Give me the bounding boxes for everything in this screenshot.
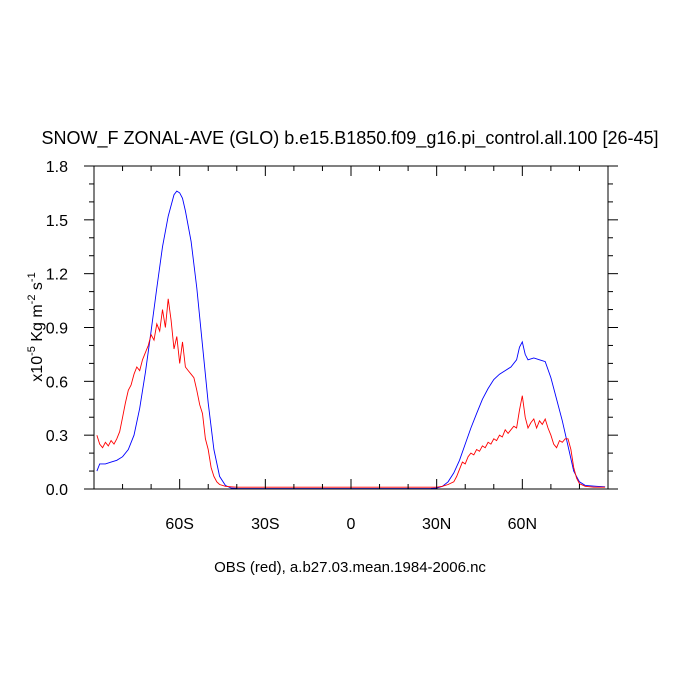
x-tick-label: 0 — [347, 516, 356, 533]
y-tick-label: 1.2 — [46, 267, 68, 284]
y-tick-label: 1.8 — [46, 159, 68, 176]
ticks-layer: 60S 30S 0 30N 60N 0.0 0.3 0.6 0.9 1.2 1.5 1.8 — [46, 159, 618, 533]
series-line-1 — [96, 298, 606, 488]
x-tick-label: 30N — [422, 516, 451, 533]
y-tick-label: 0.6 — [46, 374, 68, 391]
x-tick-label: 60S — [165, 516, 193, 533]
y-tick-label: 1.5 — [46, 213, 68, 230]
chart-footnote: OBS (red), a.b27.03.mean.1984-2006.nc — [214, 559, 486, 576]
series-layer — [96, 190, 606, 490]
y-tick-label: 0.0 — [46, 482, 68, 499]
x-tick-label: 60N — [508, 516, 537, 533]
y-tick-label: 0.3 — [46, 428, 68, 445]
y-axis-label: x10-5 Kg m-2 s-1 — [26, 272, 46, 381]
y-tick-label: 0.9 — [46, 321, 68, 338]
chart-title: SNOW_F ZONAL-AVE (GLO) b.e15.B1850.f09_g… — [42, 128, 659, 149]
x-tick-label: 30S — [251, 516, 279, 533]
plot-frame — [93, 165, 609, 490]
